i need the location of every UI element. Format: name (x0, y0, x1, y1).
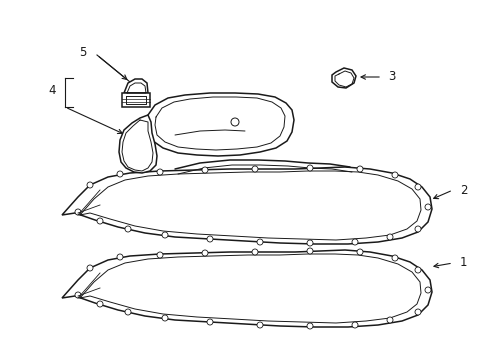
Circle shape (386, 234, 392, 240)
Polygon shape (62, 167, 431, 244)
Circle shape (162, 315, 168, 321)
Circle shape (117, 171, 123, 177)
Polygon shape (119, 115, 157, 173)
Circle shape (75, 292, 81, 298)
Circle shape (424, 287, 430, 293)
Circle shape (414, 184, 420, 190)
Circle shape (257, 239, 263, 245)
Circle shape (251, 249, 258, 255)
Circle shape (351, 322, 357, 328)
Circle shape (306, 323, 312, 329)
Circle shape (157, 169, 163, 175)
Circle shape (391, 172, 397, 178)
Circle shape (306, 240, 312, 246)
Circle shape (230, 118, 239, 126)
Circle shape (97, 218, 103, 224)
Circle shape (125, 226, 131, 232)
Polygon shape (147, 93, 293, 156)
Circle shape (202, 167, 207, 173)
Circle shape (87, 265, 93, 271)
Text: 3: 3 (387, 71, 395, 84)
Polygon shape (124, 79, 148, 93)
Circle shape (414, 309, 420, 315)
Polygon shape (331, 68, 355, 88)
Circle shape (414, 226, 420, 232)
Circle shape (117, 254, 123, 260)
Circle shape (75, 209, 81, 215)
Circle shape (162, 232, 168, 238)
Polygon shape (62, 250, 431, 327)
Circle shape (386, 317, 392, 323)
Text: 5: 5 (79, 45, 86, 58)
Circle shape (125, 309, 131, 315)
Circle shape (97, 301, 103, 307)
Circle shape (251, 166, 258, 172)
Circle shape (414, 267, 420, 273)
Circle shape (157, 252, 163, 258)
Circle shape (424, 204, 430, 210)
Circle shape (306, 248, 312, 254)
Text: 4: 4 (48, 84, 56, 96)
Text: 1: 1 (459, 256, 467, 270)
Polygon shape (122, 93, 150, 107)
Circle shape (206, 319, 213, 325)
Circle shape (356, 166, 362, 172)
Circle shape (87, 182, 93, 188)
Circle shape (391, 255, 397, 261)
Circle shape (206, 236, 213, 242)
Circle shape (351, 239, 357, 245)
Circle shape (306, 165, 312, 171)
Circle shape (356, 249, 362, 255)
Circle shape (202, 250, 207, 256)
Circle shape (257, 322, 263, 328)
Text: 2: 2 (459, 184, 467, 197)
